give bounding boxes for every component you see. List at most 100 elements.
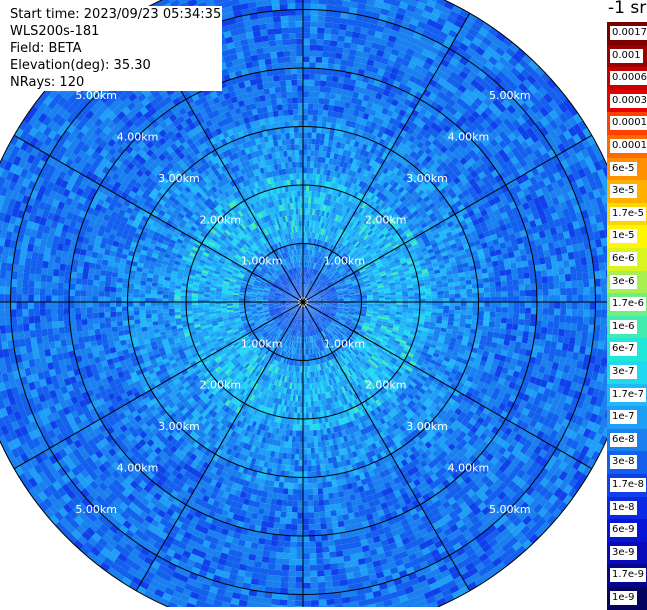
data-cell: [297, 191, 300, 197]
data-cell: [367, 298, 373, 300]
data-cell: [414, 296, 420, 299]
data-cell: [299, 232, 301, 238]
data-cell: [308, 389, 311, 395]
data-cell: [186, 293, 192, 296]
data-cell: [305, 360, 307, 366]
data-cell: [299, 378, 301, 384]
data-cell: [291, 185, 295, 191]
data-cell: [308, 203, 311, 209]
data-cell: [305, 395, 308, 401]
data-cell: [402, 305, 408, 308]
data-cell: [186, 296, 192, 299]
data-cell: [305, 203, 308, 209]
data-cell: [298, 214, 300, 220]
data-cell: [297, 407, 300, 413]
data-cell: [361, 299, 367, 301]
data-cell: [186, 308, 192, 311]
data-cell: [408, 293, 414, 296]
data-cell: [295, 401, 298, 407]
data-cell: [402, 294, 408, 297]
data-cell: [420, 308, 426, 312]
data-cell: [297, 197, 300, 203]
data-cell: [296, 209, 299, 215]
data-cell: [308, 401, 311, 407]
data-cell: [294, 191, 297, 197]
data-cell: [306, 419, 309, 425]
data-cell: [402, 307, 408, 310]
data-cell: [306, 407, 309, 413]
data-cell: [391, 297, 397, 300]
data-cell: [192, 305, 198, 308]
data-cell: [408, 308, 414, 311]
data-cell: [298, 208, 301, 214]
data-cell: [309, 413, 312, 419]
data-cell: [198, 294, 204, 297]
data-cell: [385, 295, 391, 298]
data-cell: [299, 220, 301, 226]
data-cell: [300, 238, 302, 244]
data-cell: [309, 185, 312, 191]
data-cell: [396, 294, 402, 297]
data-cell: [306, 413, 309, 419]
data-cell: [294, 413, 297, 419]
data-cell: [221, 304, 227, 306]
data-cell: [385, 297, 391, 299]
data-cell: [233, 304, 239, 306]
data-cell: [227, 304, 233, 306]
data-cell: [308, 395, 311, 401]
data-cell: [198, 305, 204, 308]
data-cell: [198, 307, 204, 310]
data-cell: [308, 197, 311, 203]
data-cell: [192, 307, 198, 310]
data-cell: [192, 296, 198, 299]
data-cell: [180, 305, 186, 308]
data-cell: [233, 298, 239, 300]
data-cell: [180, 292, 186, 296]
data-cell: [305, 366, 307, 372]
data-cell: [312, 418, 316, 424]
data-cell: [385, 304, 391, 306]
data-cell: [379, 304, 385, 306]
data-cell: [420, 296, 426, 299]
data-cell: [373, 304, 379, 306]
data-cell: [419, 289, 425, 293]
data-cell: [305, 214, 307, 220]
data-cell: [306, 401, 309, 407]
data-cell: [305, 384, 307, 390]
data-cell: [414, 290, 420, 294]
data-cell: [305, 226, 307, 232]
data-cell: [227, 298, 233, 300]
data-cell: [215, 304, 221, 306]
data-cell: [295, 197, 298, 203]
data-cell: [306, 191, 309, 197]
data-cell: [210, 307, 216, 310]
data-cell: [209, 304, 215, 307]
data-cell: [305, 378, 307, 384]
data-cell: [209, 297, 215, 300]
data-cell: [414, 293, 420, 296]
data-cell: [180, 296, 186, 299]
data-cell: [180, 308, 186, 312]
data-cell: [402, 296, 408, 299]
data-cell: [299, 226, 301, 232]
data-cell: [309, 179, 313, 185]
data-cell: [414, 308, 420, 311]
data-cell: [297, 185, 300, 191]
data-cell: [297, 413, 300, 419]
data-cell: [294, 407, 297, 413]
data-cell: [312, 413, 316, 419]
data-cell: [367, 304, 373, 306]
data-cell: [204, 294, 210, 297]
data-cell: [204, 297, 210, 300]
data-cell: [294, 185, 297, 191]
data-cell: [186, 305, 192, 308]
data-cell: [391, 304, 397, 307]
data-cell: [239, 304, 245, 306]
data-cell: [221, 298, 227, 300]
data-cell: [192, 293, 198, 296]
data-cell: [293, 419, 297, 425]
data-cell: [299, 372, 301, 378]
data-cell: [295, 203, 298, 209]
data-cell: [306, 179, 309, 185]
